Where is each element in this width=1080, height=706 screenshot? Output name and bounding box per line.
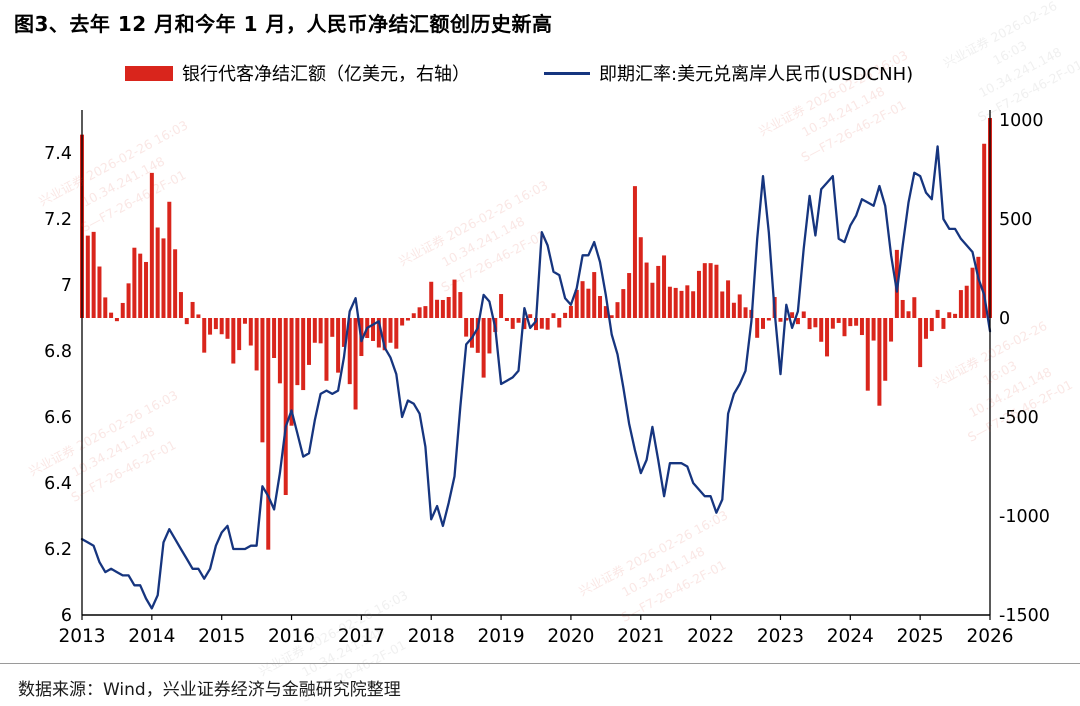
svg-text:6.8: 6.8	[44, 342, 72, 362]
svg-text:2023: 2023	[757, 626, 804, 647]
legend-item-bars: 银行代客净结汇额（亿美元，右轴）	[125, 60, 470, 86]
svg-text:2014: 2014	[128, 626, 175, 647]
line-series-swatch-icon	[544, 71, 590, 75]
svg-text:-500: -500	[999, 408, 1039, 428]
svg-text:2013: 2013	[58, 626, 105, 647]
svg-text:6.4: 6.4	[44, 474, 72, 494]
data-source-note: 数据来源：Wind，兴业证券经济与金融研究院整理	[18, 680, 401, 700]
footer-divider: 数据来源：Wind，兴业证券经济与金融研究院整理	[0, 663, 1080, 700]
svg-text:6.2: 6.2	[44, 540, 72, 560]
svg-text:7.4: 7.4	[44, 144, 72, 164]
svg-text:2024: 2024	[827, 626, 874, 647]
svg-text:0: 0	[999, 309, 1010, 329]
svg-text:2016: 2016	[268, 626, 315, 647]
svg-text:2015: 2015	[198, 626, 245, 647]
svg-text:2026: 2026	[966, 626, 1013, 647]
figure-title: 图3、去年 12 月和今年 1 月，人民币净结汇额创历史新高	[14, 12, 553, 36]
svg-text:1000: 1000	[999, 111, 1044, 131]
svg-text:2017: 2017	[338, 626, 385, 647]
chart-legend: 银行代客净结汇额（亿美元，右轴） 即期汇率:美元兑离岸人民币(USDCNH)	[125, 60, 913, 86]
bar-series-swatch-icon	[125, 65, 173, 81]
svg-text:500: 500	[999, 210, 1032, 230]
legend-item-line: 即期汇率:美元兑离岸人民币(USDCNH)	[544, 60, 913, 86]
svg-text:-1500: -1500	[999, 606, 1050, 626]
svg-text:2018: 2018	[408, 626, 455, 647]
svg-text:6.6: 6.6	[44, 408, 72, 428]
legend-line-label: 即期汇率:美元兑离岸人民币(USDCNH)	[599, 64, 914, 85]
svg-text:-1000: -1000	[999, 507, 1050, 527]
svg-text:7: 7	[61, 276, 72, 296]
svg-text:2022: 2022	[687, 626, 734, 647]
svg-text:6: 6	[61, 606, 72, 626]
svg-text:2020: 2020	[547, 626, 594, 647]
svg-text:2025: 2025	[897, 626, 944, 647]
legend-bars-label: 银行代客净结汇额（亿美元，右轴）	[182, 64, 470, 85]
svg-text:7.2: 7.2	[44, 210, 72, 230]
svg-text:2021: 2021	[617, 626, 664, 647]
svg-text:2019: 2019	[478, 626, 525, 647]
